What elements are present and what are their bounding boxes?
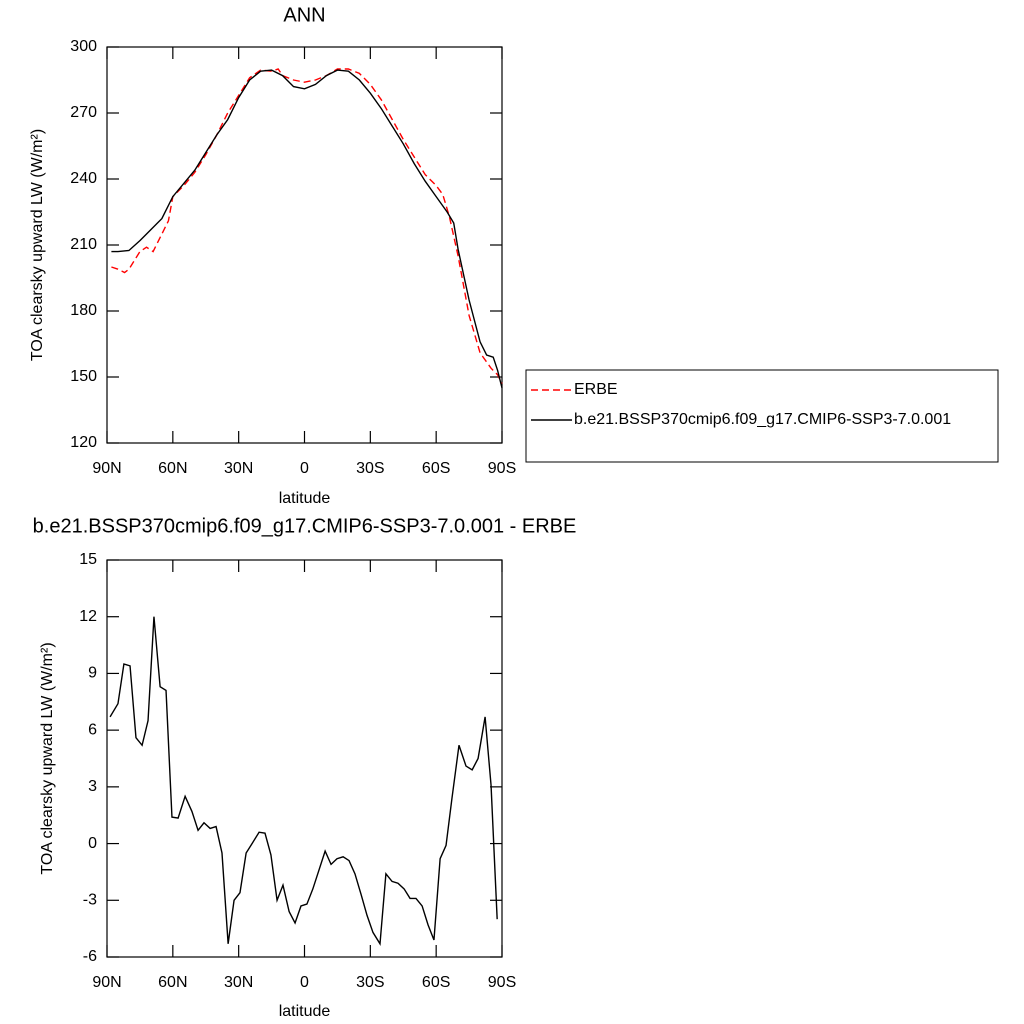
y-tick-label: 150 xyxy=(70,368,97,385)
x-tick-label: 60S xyxy=(422,974,450,991)
y-tick-label: 240 xyxy=(70,170,97,187)
x-tick-label: 30S xyxy=(356,974,384,991)
chart-title: b.e21.BSSP370cmip6.f09_g17.CMIP6-SSP3-7.… xyxy=(33,515,577,537)
y-tick-label: -3 xyxy=(83,892,97,909)
y-tick-label: -6 xyxy=(83,948,97,965)
x-tick-label: 60S xyxy=(422,460,450,477)
x-tick-label: 30N xyxy=(224,460,253,477)
x-tick-label: 60N xyxy=(158,974,187,991)
data-line xyxy=(109,616,498,946)
y-tick-label: 270 xyxy=(70,104,97,121)
legend-box xyxy=(525,369,999,463)
x-tick-label: 90S xyxy=(488,460,516,477)
data-line xyxy=(111,68,503,384)
plot-frame xyxy=(106,559,503,958)
x-tick-label: 90N xyxy=(92,460,121,477)
x-tick-label: 0 xyxy=(300,460,309,477)
chart-title: ANN xyxy=(283,4,325,26)
y-tick-label: 180 xyxy=(70,302,97,319)
y-axis-label: TOA clearsky upward LW (W/m²) xyxy=(39,642,56,874)
x-tick-label: 30S xyxy=(356,460,384,477)
x-axis-label: latitude xyxy=(279,1003,331,1020)
x-tick-label: 0 xyxy=(300,974,309,991)
x-tick-label: 30N xyxy=(224,974,253,991)
y-tick-label: 210 xyxy=(70,236,97,253)
y-tick-label: 3 xyxy=(88,778,97,795)
y-tick-label: 15 xyxy=(79,551,97,568)
y-tick-label: 9 xyxy=(88,665,97,682)
x-tick-label: 60N xyxy=(158,460,187,477)
y-tick-label: 300 xyxy=(70,38,97,55)
x-tick-label: 90N xyxy=(92,974,121,991)
y-tick-label: 120 xyxy=(70,434,97,451)
legend-label: b.e21.BSSP370cmip6.f09_g17.CMIP6-SSP3-7.… xyxy=(574,411,951,428)
legend-label: ERBE xyxy=(574,381,618,398)
plot-frame xyxy=(106,46,503,444)
y-tick-label: 12 xyxy=(79,608,97,625)
y-tick-label: 6 xyxy=(88,721,97,738)
data-line xyxy=(111,69,503,389)
x-axis-label: latitude xyxy=(279,490,331,507)
y-axis-label: TOA clearsky upward LW (W/m²) xyxy=(29,129,46,361)
y-tick-label: 0 xyxy=(88,835,97,852)
x-tick-label: 90S xyxy=(488,974,516,991)
